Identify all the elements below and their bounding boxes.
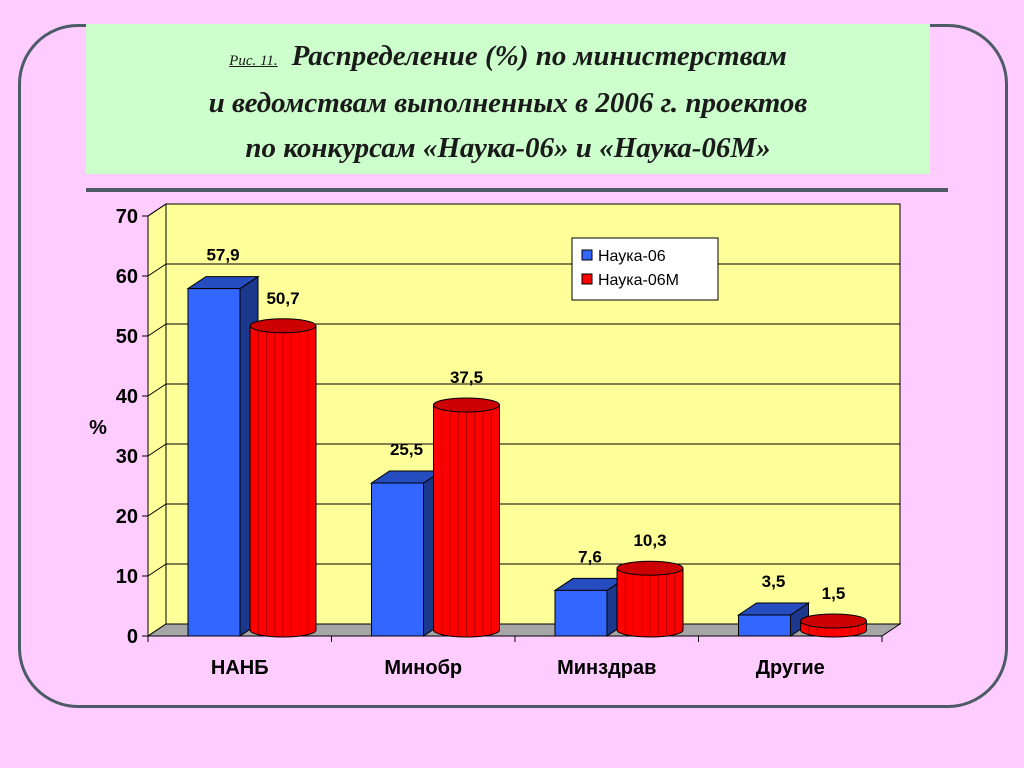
gridline-side bbox=[147, 563, 167, 577]
title-divider bbox=[86, 188, 948, 192]
x-tick-label: Другие bbox=[756, 657, 825, 679]
legend-swatch bbox=[581, 249, 593, 261]
bar-top-series-2 bbox=[616, 560, 684, 576]
data-label: 1,5 bbox=[822, 584, 846, 603]
plot-side-wall bbox=[147, 203, 167, 637]
y-tick-label: 70 bbox=[116, 206, 138, 228]
bar-top-series-2 bbox=[433, 397, 500, 413]
y-tick-label: 60 bbox=[116, 266, 138, 288]
data-label: 3,5 bbox=[762, 572, 786, 591]
data-label: 50,7 bbox=[266, 289, 299, 308]
y-tick-label: 0 bbox=[127, 626, 138, 648]
y-tick-label: 10 bbox=[116, 566, 138, 588]
title-line-2: и ведомствам выполненных в 2006 г. проек… bbox=[208, 87, 808, 119]
legend-box bbox=[571, 237, 719, 301]
title-line-3: по конкурсам «Наука-06» и «Наука-06М» bbox=[245, 132, 771, 164]
title-box: Рис. 11. Распределение (%) по министерств… bbox=[86, 24, 930, 174]
y-tick-label: 50 bbox=[116, 326, 138, 348]
bar-series-1 bbox=[187, 288, 241, 637]
data-label: 37,5 bbox=[450, 368, 483, 387]
data-label: 57,9 bbox=[206, 246, 239, 265]
gridline-side bbox=[147, 323, 167, 337]
x-tick-label: НАНБ bbox=[211, 657, 269, 679]
bar-top-series-2 bbox=[800, 613, 867, 629]
gridline-side bbox=[147, 383, 167, 397]
data-label: 7,6 bbox=[578, 547, 602, 566]
y-axis-label: % bbox=[89, 417, 107, 439]
x-tick-label: Минобр bbox=[384, 657, 462, 679]
gridline-side bbox=[147, 263, 167, 277]
bar-series-1 bbox=[738, 614, 791, 637]
bar-top-series-2 bbox=[249, 318, 317, 334]
y-tick-label: 30 bbox=[116, 446, 138, 468]
legend-label: Наука-06М bbox=[598, 272, 679, 289]
title-text-1: Распределение (%) по министерствам bbox=[291, 40, 787, 72]
gridline-side bbox=[147, 203, 167, 217]
y-tick-label: 20 bbox=[116, 506, 138, 528]
legend-label: Наука-06 bbox=[598, 248, 666, 265]
data-label: 10,3 bbox=[633, 531, 666, 550]
data-label: 25,5 bbox=[390, 440, 423, 459]
gridline-side bbox=[147, 503, 167, 517]
bar-series-1 bbox=[371, 482, 424, 637]
legend-swatch bbox=[581, 273, 593, 285]
title-line-1: Рис. 11. Распределение (%) по министерств… bbox=[86, 40, 930, 73]
bar-series-1 bbox=[554, 589, 608, 637]
gridline-side bbox=[147, 443, 167, 457]
y-tick-label: 40 bbox=[116, 386, 138, 408]
figure-label: Рис. 11. bbox=[229, 53, 278, 69]
x-tick-label: Минздрав bbox=[557, 657, 656, 679]
